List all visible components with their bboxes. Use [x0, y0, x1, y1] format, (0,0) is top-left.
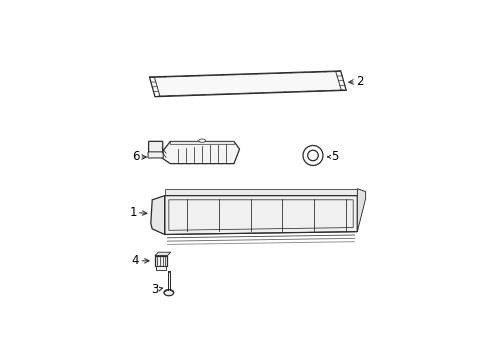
FancyBboxPatch shape	[156, 266, 166, 270]
Text: 1: 1	[129, 206, 146, 219]
FancyBboxPatch shape	[148, 141, 163, 154]
Text: 5: 5	[327, 150, 337, 163]
Text: 6: 6	[132, 150, 146, 163]
Polygon shape	[150, 195, 164, 234]
Text: 3: 3	[151, 283, 162, 296]
Text: 4: 4	[132, 254, 149, 267]
FancyBboxPatch shape	[148, 152, 163, 158]
Ellipse shape	[198, 139, 205, 142]
FancyBboxPatch shape	[167, 272, 170, 290]
FancyBboxPatch shape	[155, 256, 167, 266]
Text: 2: 2	[348, 75, 363, 88]
Polygon shape	[164, 189, 357, 195]
Ellipse shape	[303, 145, 322, 166]
Polygon shape	[154, 72, 341, 96]
Polygon shape	[170, 141, 233, 144]
Polygon shape	[155, 252, 170, 256]
Polygon shape	[149, 71, 346, 97]
Ellipse shape	[163, 289, 173, 296]
Polygon shape	[357, 189, 365, 232]
Polygon shape	[164, 195, 357, 234]
Polygon shape	[159, 141, 239, 164]
Ellipse shape	[307, 150, 318, 161]
